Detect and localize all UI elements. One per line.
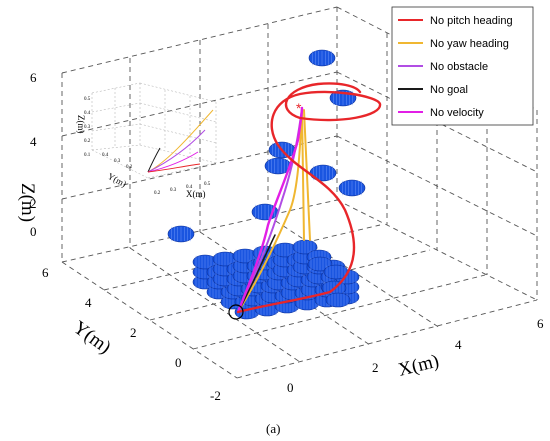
legend-label: No goal [430,84,468,96]
obstacle [167,225,195,243]
z-axis-label: Z(m) [17,183,38,222]
start-marker [228,304,244,320]
z-axis-ticks: 6 4 2 0 [30,70,37,239]
inset-z-tick: 0.5 [84,97,91,102]
legend: No pitch heading No yaw heading No obstacl… [391,6,534,126]
z-tick: 2 [30,196,37,211]
y-tick: 2 [130,325,137,340]
obstacle [323,264,349,280]
inset-z-tick: 0.1 [84,153,91,158]
x-tick: 4 [455,337,462,352]
y-tick: 4 [85,295,92,310]
inset-x-label: X(m) [186,189,206,199]
x-tick: 0 [287,380,294,395]
inset-y-tick: 0.3 [114,159,121,164]
inset-plot: 0.5 0.4 0.3 0.2 0.2 0.3 0.4 0.5 0.4 0.3 … [76,82,217,199]
z-tick: 4 [30,134,37,149]
obstacle [338,179,366,197]
inset-y-tick: 0.2 [126,165,133,170]
x-axis-ticks: 0 2 4 6 [287,316,544,395]
legend-label: No pitch heading [430,15,513,27]
inset-z-label: Z(m) [76,115,86,134]
inset-z-tick: 0.4 [84,111,91,116]
inset-z-tick: 0.3 [84,125,91,130]
inset-x-tick: 0.4 [186,185,193,190]
obstacles [167,49,366,320]
x-tick: 6 [537,316,544,331]
obstacle [309,164,337,182]
trajectory-no-pitch-heading [236,82,382,314]
x-axis-label: X(m) [396,351,441,381]
legend-label: No obstacle [430,61,488,73]
figure-caption: (a) [266,421,280,436]
obstacle [308,49,336,67]
trajectory-no-yaw-heading [237,109,311,313]
y-tick: 6 [42,265,49,280]
y-tick: 0 [175,355,182,370]
z-tick: 0 [30,224,37,239]
trajectory-no-velocity [236,106,304,314]
obstacle [292,239,318,255]
y-axis-ticks: 6 4 2 0 -2 [42,265,221,403]
goal-marker: * [296,100,302,116]
legend-label: No yaw heading [430,38,509,50]
inset-y-tick: 0.4 [102,153,109,158]
z-tick: 6 [30,70,37,85]
inset-x-tick: 0.2 [154,191,161,196]
y-axis-label: Y(m) [69,317,115,358]
obstacle [325,292,351,308]
obstacle [192,254,218,270]
inset-x-tick: 0.5 [204,182,211,187]
legend-label: No velocity [430,107,484,119]
trajectories: * [228,82,382,320]
inset-z-tick: 0.2 [84,139,91,144]
y-tick: -2 [210,388,221,403]
inset-x-tick: 0.3 [170,188,177,193]
x-tick: 2 [372,360,379,375]
obstacle [307,256,333,272]
